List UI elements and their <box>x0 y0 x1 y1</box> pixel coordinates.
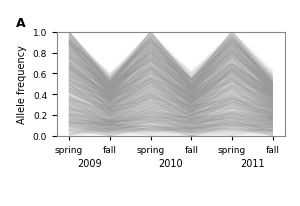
Text: 2009: 2009 <box>77 159 102 169</box>
Text: 2011: 2011 <box>240 159 265 169</box>
Y-axis label: Allele frequency: Allele frequency <box>17 45 27 124</box>
Text: A: A <box>16 17 26 29</box>
Text: 2010: 2010 <box>159 159 183 169</box>
